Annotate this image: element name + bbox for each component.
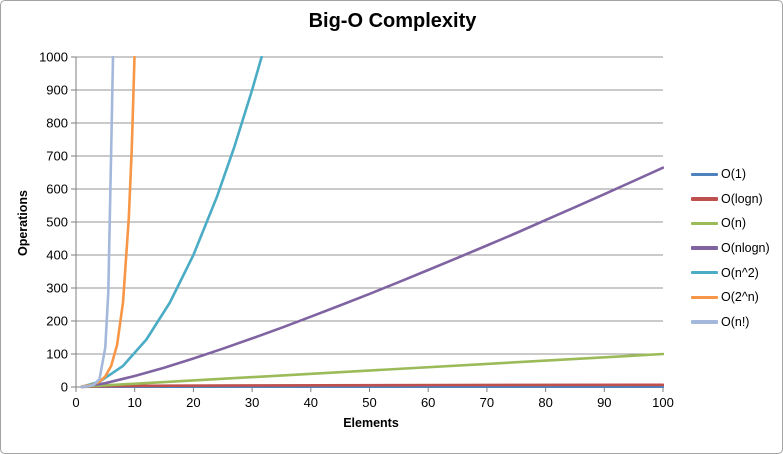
x-tick-label: 20	[186, 395, 200, 410]
x-tick-label: 80	[538, 395, 552, 410]
legend-label: O(2^n)	[721, 290, 759, 305]
legend-swatch-o-2-n	[691, 295, 718, 300]
legend-swatch-o-logn	[691, 197, 718, 201]
series-line-o-nlogn[interactable]	[80, 166, 664, 389]
y-tick-label: 400	[46, 248, 68, 263]
series-line-o-n[interactable]	[80, 352, 664, 389]
legend-item-o-2-n[interactable]: O(2^n)	[691, 285, 782, 310]
y-tick-label: 0	[61, 380, 68, 395]
x-tick-label: 70	[480, 395, 494, 410]
x-tick-label: 30	[245, 395, 259, 410]
y-tick-label: 500	[46, 215, 68, 230]
y-tick-label: 100	[46, 347, 68, 362]
chart-title: Big-O Complexity	[308, 10, 477, 32]
y-tick-label: 800	[46, 116, 68, 131]
x-axis-title: Elements	[343, 416, 399, 430]
legend-item-o-n[interactable]: O(n!)	[691, 310, 782, 335]
legend-swatch-o-1	[691, 172, 718, 177]
legend-item-o-n-2[interactable]: O(n^2)	[691, 260, 782, 285]
legend-label: O(nlogn)	[721, 241, 770, 256]
legend-item-o-nlogn[interactable]: O(nlogn)	[691, 236, 782, 261]
y-tick-label: 200	[46, 314, 68, 329]
legend-label: O(n!)	[721, 314, 750, 329]
legend-swatch-o-n	[691, 320, 718, 324]
legend-label: O(logn)	[721, 191, 763, 206]
legend-item-o-n[interactable]: O(n)	[691, 211, 782, 236]
y-axis-title: Operations	[16, 190, 30, 256]
series-line-o-n-2[interactable]	[80, 56, 263, 389]
legend-label: O(n^2)	[721, 265, 759, 280]
legend-swatch-o-nlogn	[691, 246, 718, 250]
legend-item-o-logn[interactable]: O(logn)	[691, 187, 782, 212]
y-tick-label: 300	[46, 281, 68, 296]
y-tick-label: 700	[46, 149, 68, 164]
y-tick-label: 900	[46, 83, 68, 98]
x-tick-label: 10	[127, 395, 141, 410]
legend-swatch-o-n-2	[691, 270, 718, 275]
x-tick-label: 100	[652, 395, 674, 410]
legend-swatch-o-n	[691, 221, 718, 226]
x-tick-label: 90	[597, 395, 611, 410]
y-tick-label: 1000	[39, 50, 68, 65]
x-tick-label: 50	[362, 395, 376, 410]
x-tick-label: 60	[421, 395, 435, 410]
x-tick-label: 0	[72, 395, 79, 410]
legend-label: O(n)	[721, 216, 746, 231]
legend-label: O(1)	[721, 167, 746, 182]
y-tick-label: 600	[46, 182, 68, 197]
legend: O(1) O(logn) O(n) O(nlogn) O(n^2) O(2^n) O(n!)	[691, 162, 782, 335]
series-line-o-n[interactable]	[80, 56, 115, 389]
legend-item-o-1[interactable]: O(1)	[691, 162, 782, 187]
x-tick-label: 40	[304, 395, 318, 410]
